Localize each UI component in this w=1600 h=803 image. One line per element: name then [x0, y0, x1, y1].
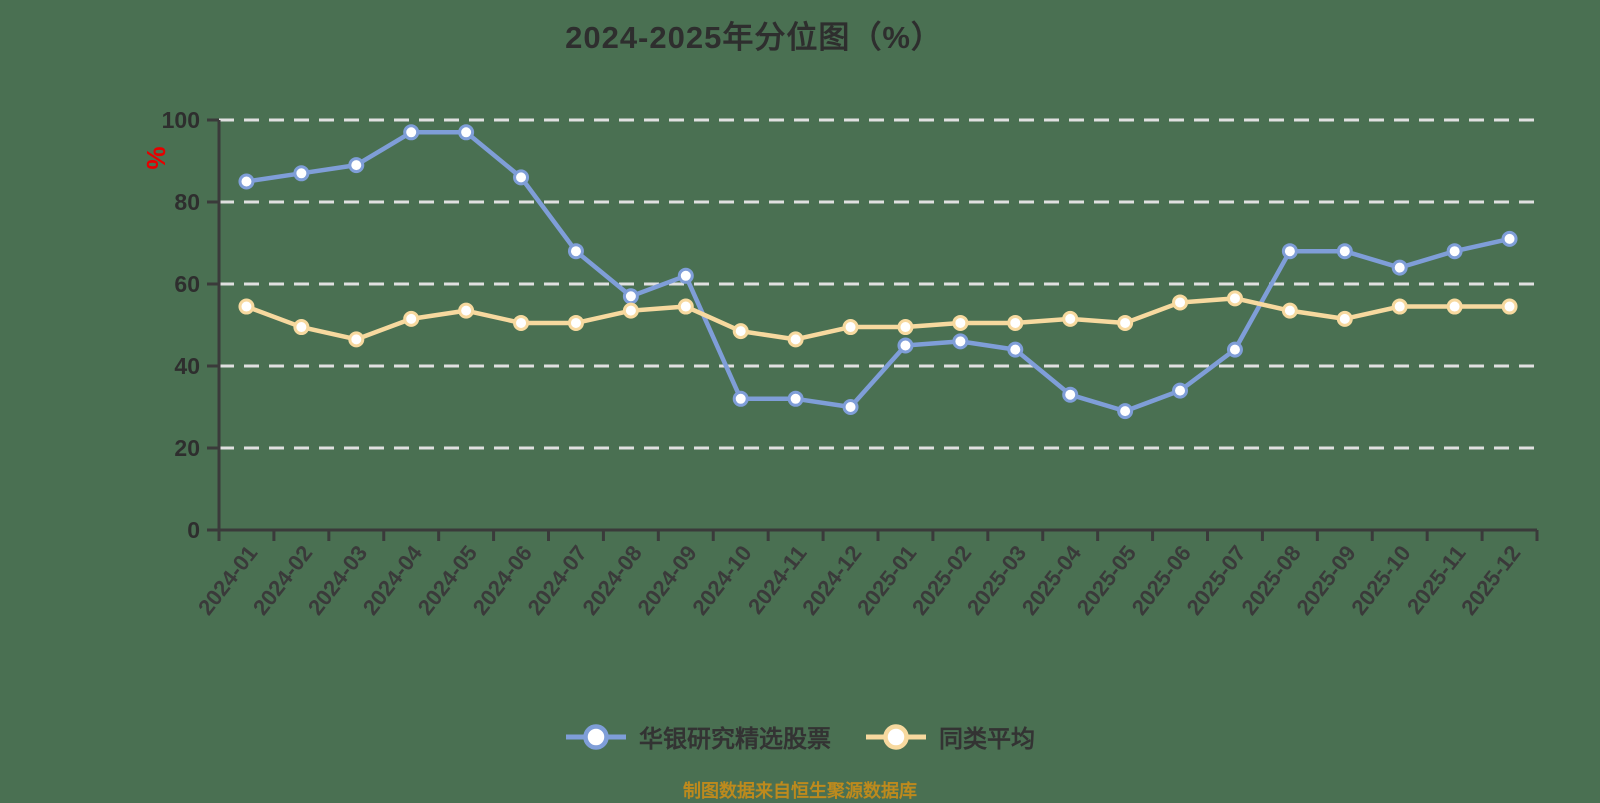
svg-text:60: 60 [174, 271, 200, 297]
series-fund-line[interactable] [238, 124, 1518, 420]
svg-text:20: 20 [174, 435, 200, 461]
y-axis: 0 20 40 60 80 100 [162, 107, 221, 543]
svg-text:2025-12: 2025-12 [1456, 541, 1525, 620]
svg-text:0: 0 [187, 517, 200, 543]
gridlines [219, 118, 1537, 450]
legend-item-fund[interactable]: 华银研究精选股票 [565, 719, 831, 754]
svg-text:100: 100 [162, 107, 200, 133]
legend-item-average[interactable]: 同类平均 [865, 719, 1035, 754]
chart-title: 2024-2025年分位图（%） [565, 20, 943, 55]
svg-text:80: 80 [174, 189, 200, 215]
series-average-line[interactable] [238, 290, 1518, 348]
svg-text:2024-10: 2024-10 [687, 541, 756, 620]
svg-text:2025-10: 2025-10 [1346, 541, 1415, 620]
x-axis: 2024-012024-022024-032024-042024-052024-… [193, 528, 1539, 620]
svg-text:40: 40 [174, 353, 200, 379]
legend-marker-fund-icon [566, 723, 626, 750]
legend: 华银研究精选股票 同类平均 [565, 719, 1035, 754]
legend-label-fund: 华银研究精选股票 [639, 726, 831, 753]
legend-label-average: 同类平均 [939, 726, 1035, 753]
data-source-note: 制图数据来自恒生聚源数据库 [683, 781, 917, 801]
legend-marker-average-icon [866, 723, 926, 750]
